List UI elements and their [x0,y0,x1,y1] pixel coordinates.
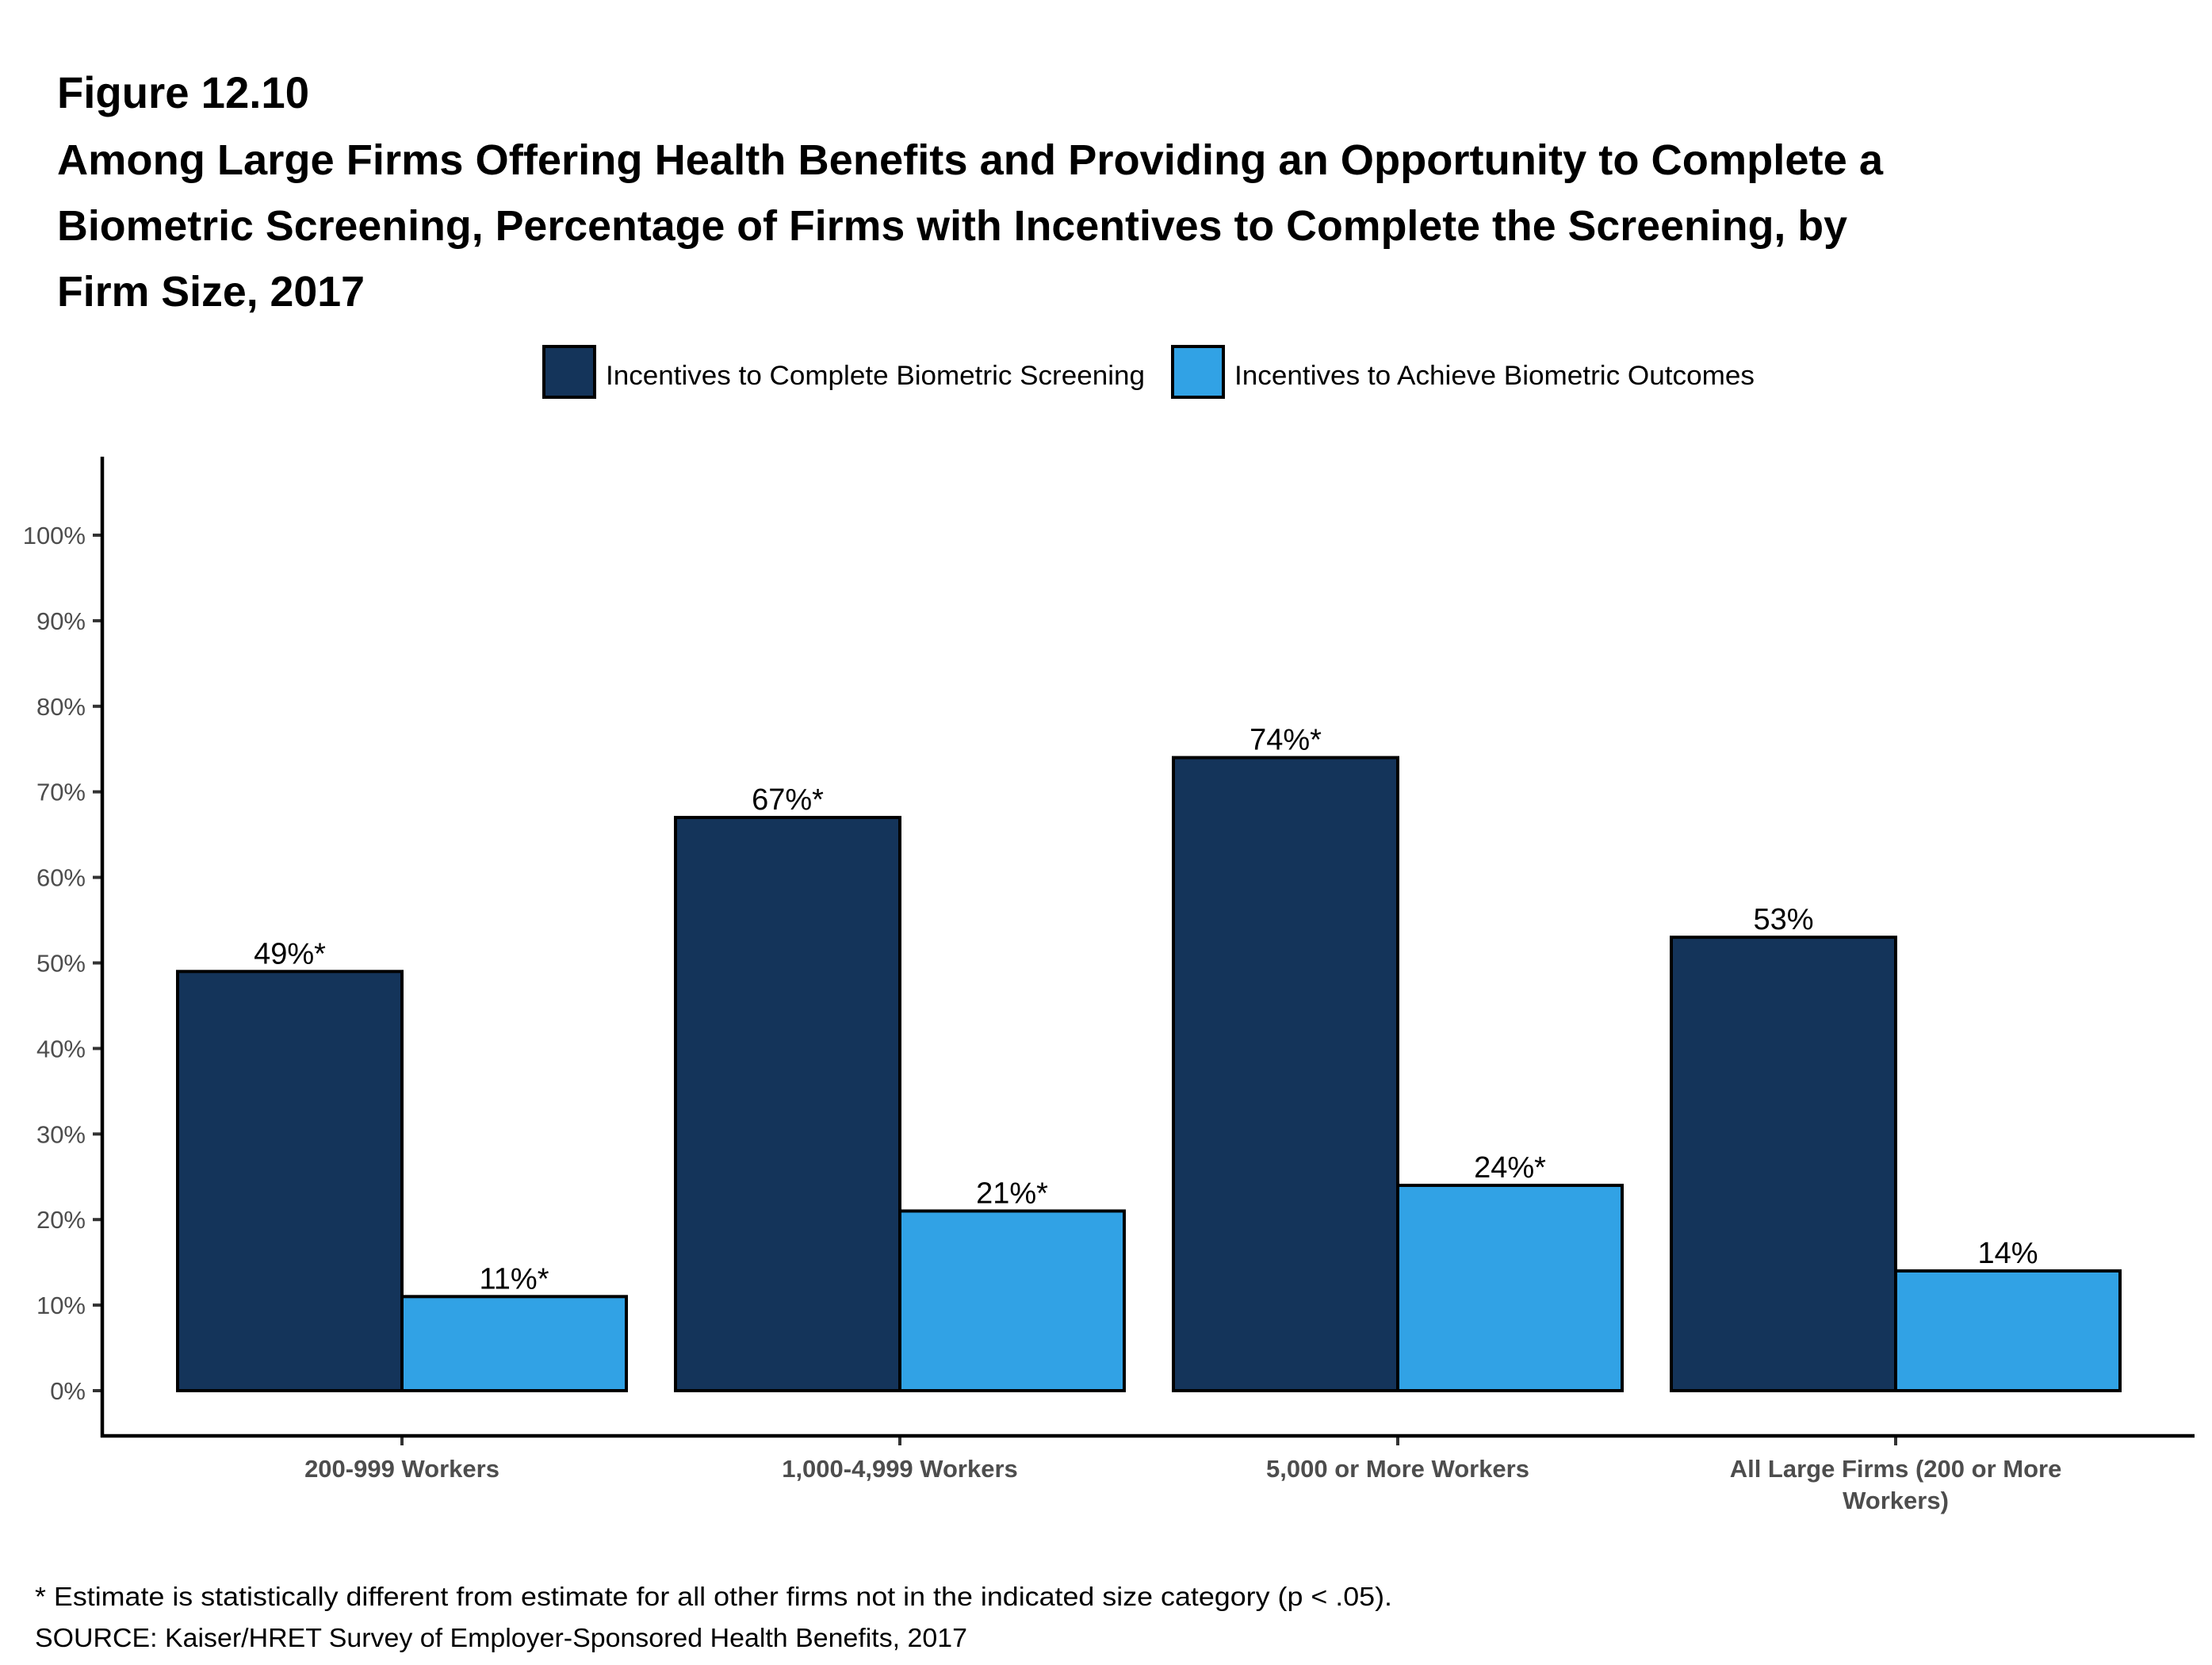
bar-achieve-outcomes [1396,1184,1624,1393]
legend-label-complete-screening: Incentives to Complete Biometric Screeni… [606,361,1145,391]
y-tick-label: 70% [36,779,86,806]
data-label: 67%* [752,783,824,817]
y-tick-label: 10% [36,1292,86,1319]
y-tick-label: 90% [36,607,86,635]
chart-title-line-2: Biometric Screening, Percentage of Firms… [57,202,1847,250]
footnote: * Estimate is statistically different fr… [35,1582,1392,1611]
x-tick-label: 200-999 Workers [304,1455,499,1483]
y-tick-label: 80% [36,693,86,721]
bars [176,756,2122,1393]
data-label: 53% [1753,903,1813,936]
legend-item-achieve-outcomes: Incentives to Achieve Biometric Outcomes [1171,345,1755,399]
x-axis-ticks: 200-999 Workers 1,000-4,999 Workers 5,000 … [304,1436,2061,1514]
bar-complete-screening [674,816,901,1392]
data-label: 49%* [254,937,326,970]
bar-complete-screening [1172,756,1399,1392]
data-label: 24%* [1474,1151,1546,1185]
chart-title-line-1: Among Large Firms Offering Health Benefi… [57,136,1884,184]
data-label: 74%* [1250,724,1322,757]
chart-title-line-3: Firm Size, 2017 [57,268,365,316]
y-tick-label: 0% [50,1377,86,1405]
bar-achieve-outcomes [1894,1269,2122,1392]
figure-label: Figure 12.10 [57,67,309,117]
y-tick-label: 40% [36,1035,86,1062]
bar-complete-screening [1670,936,1897,1392]
bar-achieve-outcomes [898,1209,1126,1393]
x-tick-label: All Large Firms (200 or More [1730,1455,2062,1483]
legend-item-complete-screening: Incentives to Complete Biometric Screeni… [542,345,1145,399]
x-tick-label: Workers) [1843,1487,1949,1514]
data-label: 14% [1977,1237,2038,1270]
y-axis-ticks: 0% 10% 20% 30% 40% 50% 60% 70% 80% 90% 100% [23,522,102,1405]
y-tick-label: 60% [36,864,86,892]
legend: Incentives to Complete Biometric Screeni… [542,345,1755,399]
data-labels: 49%* 11%* 67%* 21%* 74%* 24%* 53% 14% [254,724,2038,1296]
source-note: SOURCE: Kaiser/HRET Survey of Employer-S… [35,1623,967,1652]
y-tick-label: 20% [36,1206,86,1234]
legend-swatch-achieve-outcomes [1171,345,1225,399]
legend-swatch-complete-screening [542,345,596,399]
bar-achieve-outcomes [400,1295,628,1393]
x-tick-label: 5,000 or More Workers [1266,1455,1529,1483]
x-tick-label: 1,000-4,999 Workers [782,1455,1018,1483]
y-tick-label: 30% [36,1120,86,1148]
y-tick-label: 50% [36,950,86,978]
bar-complete-screening [176,970,404,1393]
legend-label-achieve-outcomes: Incentives to Achieve Biometric Outcomes [1234,361,1755,391]
y-tick-label: 100% [23,522,86,549]
data-label: 11%* [479,1262,549,1296]
data-label: 21%* [976,1177,1048,1210]
